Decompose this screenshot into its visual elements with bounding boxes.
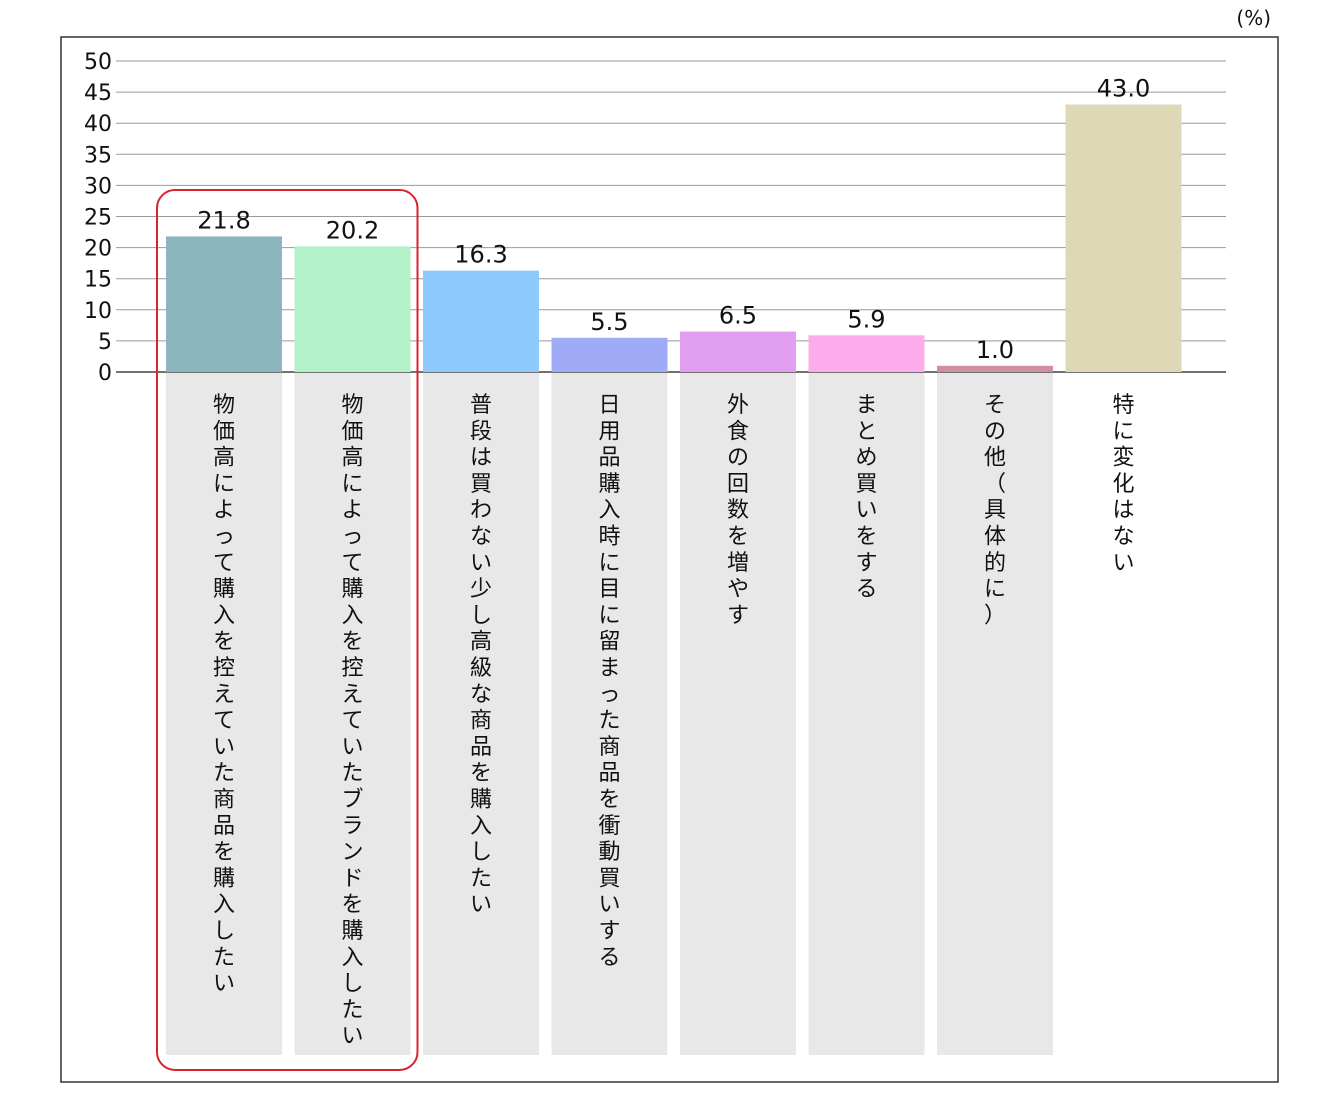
label-band: [937, 373, 1053, 1055]
y-tick-label: 25: [84, 206, 112, 231]
y-tick-label: 35: [84, 143, 112, 168]
category-label: 普段は買わない少し高級な商品を購入したい: [470, 393, 492, 918]
bar: [808, 335, 925, 372]
label-band: [808, 373, 925, 1055]
label-band: [680, 373, 796, 1055]
highlight-layer: [156, 189, 419, 1071]
y-tick-label: 50: [84, 50, 112, 75]
value-label: 20.2: [326, 216, 379, 244]
value-labels: 21.8 20.2 16.3 5.5 6.5 5.9 1.0 43.0: [197, 75, 1150, 364]
bar: [1065, 104, 1182, 372]
y-tick-label: 10: [84, 299, 112, 324]
unit-label: (%): [1236, 6, 1271, 30]
bar: [166, 236, 282, 372]
plot-frame: [60, 36, 1279, 1083]
category-label: 特に変化はない: [1112, 393, 1134, 576]
label-band: [551, 373, 668, 1055]
category-label: 物価高によって購入を控えていたブランドを購入したい: [341, 393, 363, 1049]
y-tick-label: 40: [84, 112, 112, 137]
y-tick-label: 20: [84, 237, 112, 262]
value-label: 5.5: [590, 308, 628, 336]
label-band: [294, 373, 411, 1055]
y-tick-label: 45: [84, 81, 112, 106]
value-label: 43.0: [1097, 75, 1150, 103]
category-label: その他（具体的に）: [984, 393, 1006, 628]
bar: [680, 331, 796, 372]
grid-lines: [116, 60, 1226, 373]
y-tick-label: 5: [98, 330, 112, 355]
category-label: 日用品購入時に目に留まった商品を衝動買いする: [598, 393, 620, 970]
label-band: [166, 373, 282, 1055]
bar: [423, 270, 539, 372]
bars: [166, 104, 1182, 372]
y-tick-label: 15: [84, 268, 112, 293]
y-tick-label: 30: [84, 174, 112, 199]
value-label: 21.8: [197, 206, 250, 234]
value-label: 16.3: [454, 241, 507, 269]
value-label: 6.5: [719, 302, 757, 330]
category-label: 外食の回数を増やす: [727, 393, 749, 628]
bar: [551, 337, 668, 372]
highlight-box: [156, 189, 419, 1071]
bar: [937, 365, 1053, 372]
category-label-bands: [166, 373, 1053, 1055]
value-label: 1.0: [976, 336, 1014, 364]
label-band: [423, 373, 539, 1055]
category-labels: 物価高によって購入を控えていた商品を購入したい 物価高によって購入を控えていたブラ…: [213, 393, 1135, 1049]
y-tick-label: 0: [98, 361, 112, 386]
category-label: まとめ買いをする: [855, 393, 877, 602]
category-label: 物価高によって購入を控えていた商品を購入したい: [213, 393, 235, 997]
bar: [294, 246, 411, 372]
y-axis-ticks: 0 5 10 15 20 25 30 35 40 45 50: [84, 50, 112, 386]
value-label: 5.9: [847, 305, 885, 333]
